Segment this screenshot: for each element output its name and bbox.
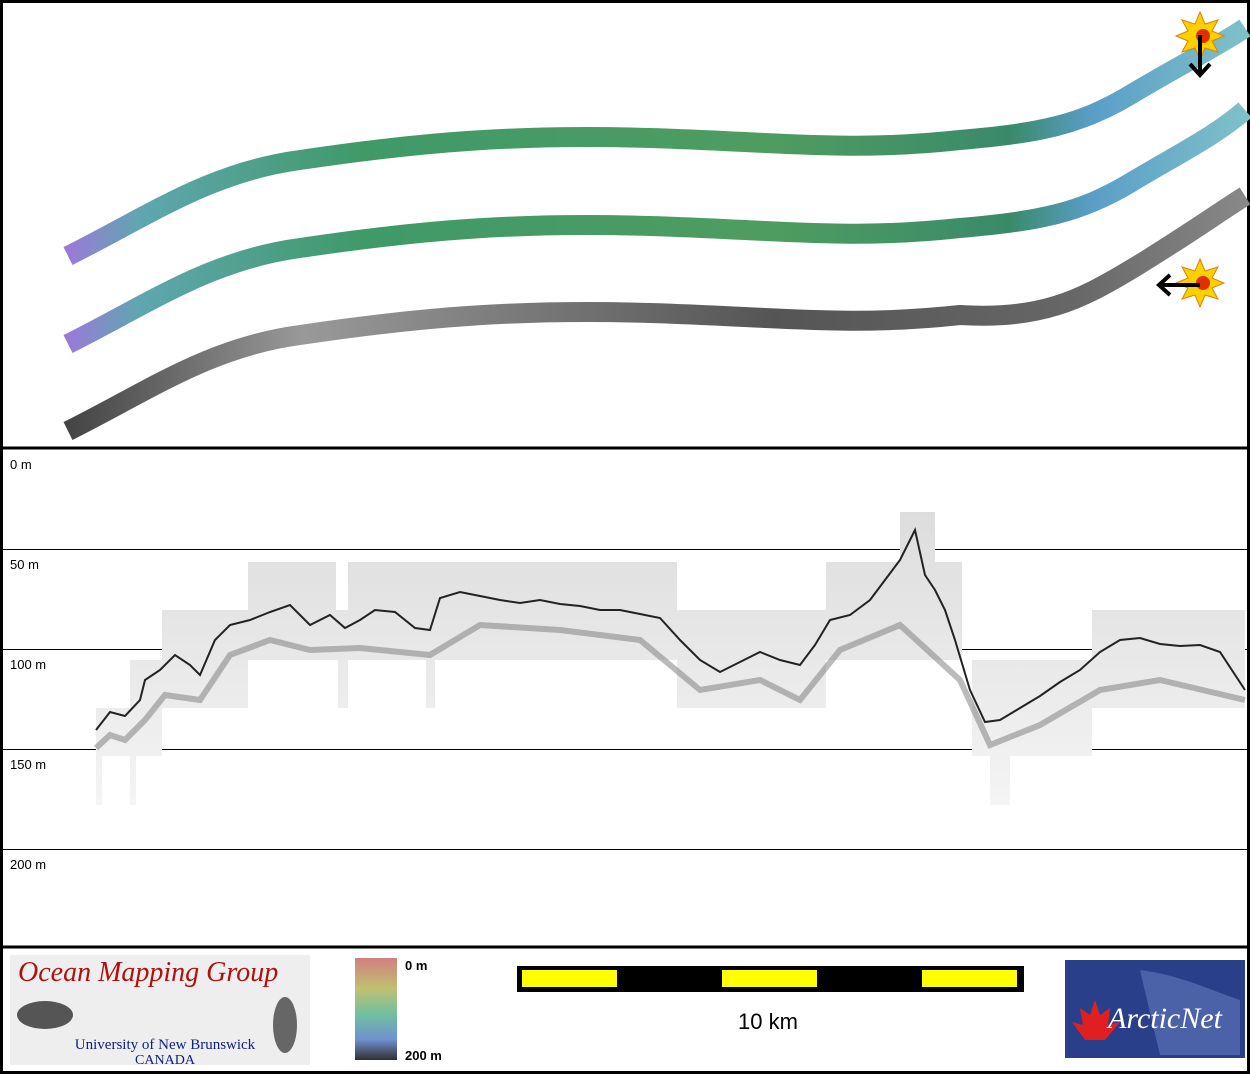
partner-logo: ArcticNet [1106, 1002, 1223, 1035]
sun-icon [1156, 257, 1226, 309]
depth-label: 150 m [10, 757, 46, 772]
swaths [63, 19, 1250, 440]
logo-title: Ocean Mapping Group [18, 957, 278, 988]
logo-university: University of New Brunswick [75, 1037, 256, 1053]
colorbar-label: 200 m [405, 1048, 442, 1063]
omg-logo: Ocean Mapping Group University of New Br… [10, 955, 310, 1068]
depth-label: 100 m [10, 657, 46, 672]
sun-icon [1174, 10, 1226, 78]
seismic-profile [93, 512, 1246, 805]
arcticnet-logo: ArcticNet [1065, 960, 1245, 1058]
scale-bar [517, 966, 1024, 992]
colorbar [355, 958, 397, 1060]
depth-label: 200 m [10, 857, 46, 872]
swath-strip [63, 102, 1250, 353]
colorbar-label: 0 m [405, 958, 427, 973]
logo-country: CANADA [135, 1053, 196, 1068]
depth-label: 0 m [10, 457, 32, 472]
swath-strip [63, 19, 1250, 265]
backscatter-strip [63, 187, 1250, 440]
depth-label: 50 m [10, 557, 39, 572]
depth-labels: 0 m 50 m 100 m 150 m 200 m [10, 457, 46, 872]
scale-label: 10 km [738, 1009, 798, 1034]
